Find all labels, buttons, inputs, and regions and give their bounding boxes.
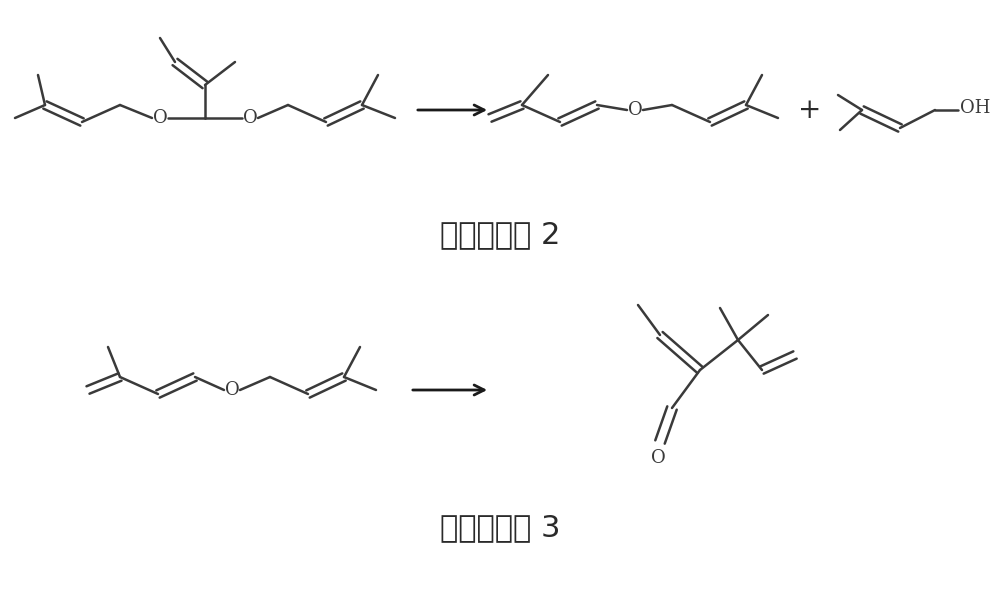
Text: O: O: [651, 449, 665, 467]
Text: O: O: [225, 381, 239, 399]
Text: 反应方程式 2: 反应方程式 2: [440, 220, 560, 249]
Text: O: O: [628, 101, 642, 119]
Text: O: O: [153, 109, 167, 127]
Text: O: O: [243, 109, 257, 127]
Text: OH: OH: [960, 99, 990, 117]
Text: 反应方程式 3: 反应方程式 3: [440, 514, 560, 543]
Text: +: +: [798, 96, 822, 124]
